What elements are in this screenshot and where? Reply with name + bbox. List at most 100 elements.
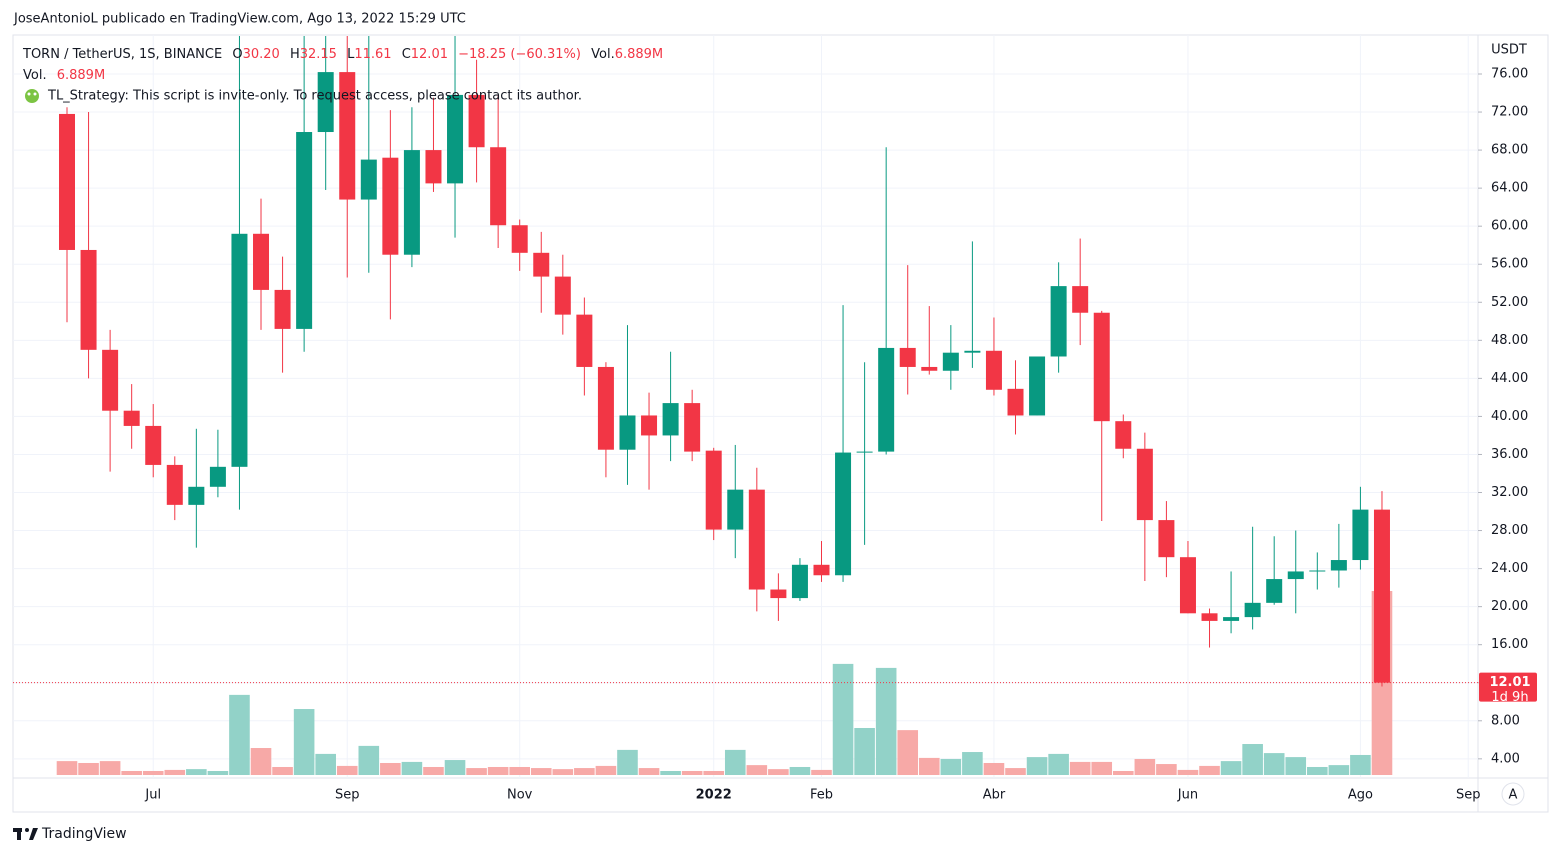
volume-bar [358,745,380,775]
candle-body [123,410,140,426]
volume-bar [1156,764,1177,775]
axes: 4.008.0012.0016.0020.0024.0028.0032.0036… [144,66,1537,803]
volume-bar [1026,757,1048,775]
candle-body [1287,571,1304,580]
high-label: H [290,47,300,62]
volume-bar [1069,761,1091,775]
ohlc-legend: TORN / TetherUS, 1S, BINANCE O30.20 H32.… [22,47,663,62]
y-tick-label: 60.00 [1491,219,1528,234]
volume-bar [768,769,789,775]
volume-bar [207,770,229,775]
y-tick-label: 36.00 [1491,447,1528,462]
volume-bar [466,768,487,775]
candle-body [813,564,830,576]
y-tick-label: 24.00 [1491,561,1528,576]
volume-bar [595,765,617,775]
candle-body [511,225,528,253]
volume-bar [1307,766,1328,775]
volume-bar [875,667,897,775]
x-tick-label: Abr [983,788,1006,803]
volume-bar [56,761,78,775]
volume-bar [940,758,962,775]
volume-bar [509,766,530,775]
high-value: 32.15 [300,47,337,62]
y-tick-label: 40.00 [1491,409,1528,424]
candle-body [878,347,895,452]
volume-bar [638,768,660,775]
auto-scale-button[interactable] [1501,782,1525,806]
volume-bar [1112,770,1134,775]
candle-body [490,147,507,226]
candle-body [166,464,183,505]
volume-bar [186,769,207,775]
price-marker [1479,672,1537,702]
x-tick-label: Sep [1456,788,1481,803]
volume-legend-value: 6.889M [57,68,105,83]
candle-body [1352,509,1369,561]
candle-body [554,276,571,315]
y-tick-label: 56.00 [1491,257,1528,272]
candle-body [727,489,744,530]
volume-bar [574,768,595,775]
volume-bar [1263,753,1285,775]
change-value: −18.25 (−60.31%) [458,47,581,62]
volume-bar [142,770,164,775]
x-tick-label: 2022 [696,788,732,803]
candle-body [1244,602,1261,618]
y-tick-label: 64.00 [1491,181,1528,196]
volume-label: Vol. [591,47,615,62]
volume-bar [1091,761,1113,775]
volume-bar [1285,757,1307,775]
candle-body [1050,286,1067,357]
candle-body [619,415,636,450]
candle-body [339,72,356,200]
x-tick-label: Jul [144,788,161,803]
volume-bar [746,765,768,775]
y-tick-label: 68.00 [1491,143,1528,158]
volume-bar [681,770,703,775]
close-value: 12.01 [411,47,448,62]
y-tick-label: 44.00 [1491,371,1528,386]
volume-bar [121,770,142,775]
candles [13,35,1478,687]
candle-body [1266,579,1283,603]
candle-body [253,233,270,290]
candle-body [296,132,313,329]
candle-body [145,425,162,465]
candle-body [899,347,916,367]
candle-body [597,366,614,450]
volume-bar [1005,768,1026,775]
candle-body [684,403,701,452]
candle-body [231,233,248,467]
candle-body [1201,613,1218,621]
volume-bar [811,769,832,775]
brand: TradingView [41,826,127,842]
volume-bar [229,694,250,775]
price-marker-countdown: 1d 9h [1491,690,1528,705]
volume-bar [552,769,574,775]
price-marker-label: 12.01 [1489,675,1530,690]
auto-scale-label[interactable]: A [1509,788,1518,803]
y-tick-label: 72.00 [1491,105,1528,120]
candle-body [748,489,765,590]
candle-body [468,94,485,148]
volume-bar [1350,754,1371,775]
volume-bar [401,761,423,775]
candle-body [705,450,722,530]
candle-body [856,451,873,453]
volume-bar [703,770,725,775]
volume-bar [1199,765,1220,775]
volume-bar [336,765,358,775]
candle-body [1309,570,1326,572]
candle-body [209,466,226,487]
symbol: TORN / TetherUS, 1S, BINANCE [22,47,222,62]
candle-body [382,157,399,255]
volume-value: 6.889M [615,47,663,62]
candle-body [274,289,291,329]
x-tick-label: Sep [335,788,360,803]
y-tick-label: 52.00 [1491,295,1528,310]
close-label: C [402,47,411,62]
indicator-icon [25,89,39,103]
candle-body [1007,388,1024,416]
volume-bar [854,727,875,775]
